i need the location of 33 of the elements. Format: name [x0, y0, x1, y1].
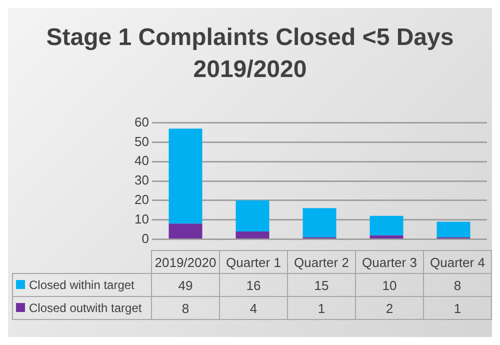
y-tick-label: 20	[134, 192, 149, 207]
data-label: 8	[424, 274, 492, 296]
y-tick-label: 40	[134, 153, 149, 168]
data-label: 16	[220, 274, 288, 296]
data-label: 15	[288, 274, 356, 296]
x-tick-label: Quarter 3	[356, 250, 424, 274]
x-tick-label: Quarter 2	[288, 250, 356, 274]
data-label: 2	[356, 296, 424, 320]
x-tick-label: Quarter 1	[220, 250, 288, 274]
legend-label: Closed within target	[12, 274, 152, 296]
x-tick-label: Quarter 4	[424, 250, 492, 274]
bar	[168, 128, 202, 224]
y-tick-label: 10	[134, 211, 149, 226]
data-label: 10	[356, 274, 424, 296]
bar	[436, 222, 470, 238]
y-tick-label: 50	[134, 134, 149, 149]
y-tick-label: 60	[134, 114, 149, 130]
data-label: 1	[288, 296, 356, 320]
bar	[370, 216, 404, 236]
bar	[236, 200, 270, 232]
x-tick-label: 2019/2020	[152, 250, 220, 274]
bar	[370, 235, 404, 238]
data-label: 49	[152, 274, 220, 296]
y-tick-label: 0	[142, 230, 149, 246]
legend-label: Closed outwith target	[12, 296, 152, 320]
chart-title: Stage 1 Complaints Closed <5 Days 2019/2020	[45, 23, 455, 85]
data-label: 8	[152, 296, 220, 320]
bar	[302, 208, 336, 238]
y-tick-label: 30	[134, 172, 149, 188]
bar	[168, 224, 202, 238]
data-label: 1	[424, 296, 492, 320]
bar	[236, 231, 270, 238]
data-label: 4	[220, 296, 288, 320]
